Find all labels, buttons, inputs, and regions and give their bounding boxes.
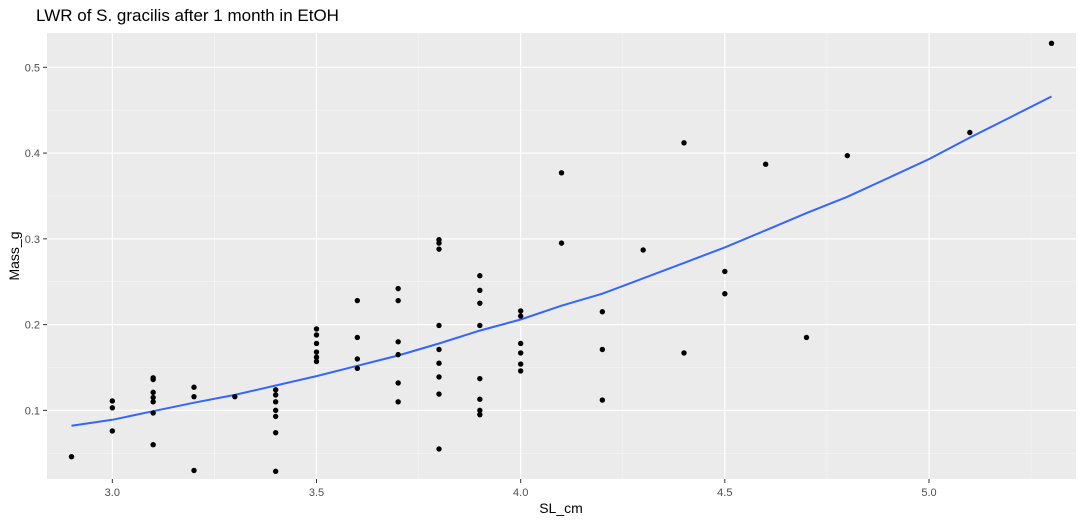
data-point (354, 365, 361, 372)
data-point (477, 407, 483, 414)
data-point (191, 384, 197, 390)
chart-title: LWR of S. gracilis after 1 month in EtOH (36, 6, 339, 25)
data-point (150, 399, 156, 405)
data-point (517, 308, 524, 314)
data-point (150, 394, 156, 401)
x-axis-title: SL_cm (539, 500, 583, 516)
data-point (272, 387, 279, 393)
data-point (109, 428, 116, 434)
y-tick-label: 0.5 (25, 62, 40, 74)
data-point (395, 339, 401, 345)
data-point (313, 358, 320, 365)
data-point (967, 129, 973, 136)
data-point (436, 391, 442, 397)
y-tick-label: 0.2 (25, 320, 40, 332)
data-point (558, 170, 565, 176)
data-point (150, 410, 156, 416)
x-tick-label: 3.0 (105, 487, 120, 499)
y-axis-title: Mass_g (6, 231, 22, 280)
data-point (517, 350, 524, 356)
grid-minor (47, 33, 1076, 479)
x-tick-label: 5.0 (921, 487, 936, 499)
data-point (681, 140, 687, 146)
data-point (477, 287, 483, 294)
data-point (436, 240, 442, 246)
data-point (150, 389, 156, 396)
data-points (68, 40, 1055, 474)
data-point (395, 297, 401, 304)
data-point (272, 407, 279, 414)
plot-panel (47, 33, 1076, 479)
data-point (313, 340, 320, 347)
data-point (640, 247, 646, 253)
data-point (844, 152, 851, 159)
data-point (109, 398, 116, 404)
data-point (272, 413, 279, 420)
data-point (354, 356, 361, 362)
y-axis: 0.1 0.2 0.3 0.4 0.5 (25, 62, 47, 417)
data-point (354, 297, 361, 304)
data-point (150, 441, 156, 448)
data-point (722, 291, 728, 297)
data-point (272, 468, 279, 474)
data-point (191, 393, 197, 400)
data-point (313, 354, 320, 360)
data-point (272, 429, 279, 436)
data-point (477, 322, 483, 329)
data-point (1048, 40, 1055, 46)
data-point (517, 368, 524, 374)
grid-major (47, 33, 1076, 479)
data-point (150, 376, 156, 383)
data-point (599, 309, 606, 315)
data-point (436, 446, 442, 452)
data-point (232, 393, 238, 400)
data-point (436, 374, 442, 380)
data-point (599, 346, 606, 353)
data-point (436, 360, 442, 366)
y-tick-label: 0.1 (25, 405, 40, 417)
x-axis: 3.0 3.5 4.0 4.5 5.0 (105, 479, 937, 499)
data-point (436, 346, 442, 353)
data-point (191, 467, 197, 474)
data-point (272, 399, 279, 405)
x-tick-label: 4.0 (513, 487, 528, 499)
data-point (68, 454, 75, 460)
data-point (477, 273, 483, 279)
data-point (477, 396, 483, 402)
data-point (517, 313, 524, 319)
data-point (517, 340, 524, 347)
data-point (313, 326, 320, 332)
y-tick-label: 0.3 (25, 234, 40, 246)
data-point (681, 350, 687, 356)
data-point (517, 361, 524, 367)
data-point (477, 300, 483, 306)
data-point (313, 349, 320, 355)
data-point (395, 285, 401, 292)
data-point (722, 268, 728, 275)
data-point (395, 351, 401, 358)
data-point (803, 334, 810, 341)
data-point (477, 411, 483, 418)
data-point (313, 332, 320, 338)
x-tick-label: 4.5 (717, 487, 732, 499)
y-tick-label: 0.4 (25, 148, 40, 160)
data-point (762, 161, 769, 167)
data-point (436, 246, 442, 252)
data-point (436, 322, 442, 329)
data-point (395, 380, 401, 386)
data-point (477, 375, 483, 382)
data-point (558, 240, 565, 246)
x-tick-label: 3.5 (309, 487, 324, 499)
data-point (109, 405, 116, 411)
data-point (395, 399, 401, 405)
data-point (599, 397, 606, 403)
data-point (272, 392, 279, 398)
data-point (354, 334, 361, 341)
